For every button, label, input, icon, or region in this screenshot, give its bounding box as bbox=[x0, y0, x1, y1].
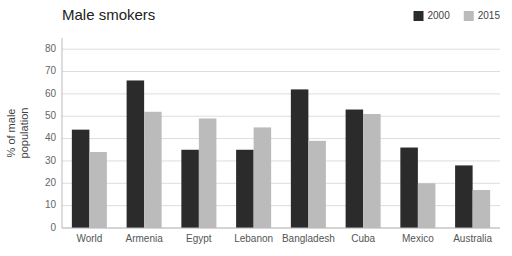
x-tick-label: Mexico bbox=[402, 233, 434, 244]
bar bbox=[455, 165, 473, 228]
bar bbox=[346, 110, 364, 228]
legend-item: 2000 bbox=[414, 10, 451, 21]
y-tick-label: 60 bbox=[45, 88, 57, 99]
grid-line bbox=[62, 71, 500, 72]
y-tick-label: 80 bbox=[45, 43, 57, 54]
legend-label: 2000 bbox=[428, 10, 451, 21]
x-tick-label: Australia bbox=[453, 233, 492, 244]
legend-item: 2015 bbox=[464, 10, 501, 21]
bar bbox=[254, 127, 272, 228]
bar bbox=[144, 112, 162, 228]
bars bbox=[72, 80, 490, 228]
y-tick-label: 0 bbox=[50, 222, 56, 233]
bar bbox=[236, 150, 254, 228]
legend-swatch bbox=[464, 11, 474, 21]
y-tick-label: 10 bbox=[45, 199, 57, 210]
y-axis-label: % of malepopulation bbox=[5, 108, 30, 159]
bar bbox=[473, 190, 491, 228]
y-tick-label: 20 bbox=[45, 177, 57, 188]
y-tick-label: 70 bbox=[45, 65, 57, 76]
legend-label: 2015 bbox=[478, 10, 501, 21]
y-axis-line bbox=[62, 38, 63, 228]
x-tick-label: Cuba bbox=[351, 233, 375, 244]
bar bbox=[400, 148, 418, 228]
x-tick-label: Bangladesh bbox=[282, 233, 335, 244]
legend-swatch bbox=[414, 11, 424, 21]
grid-line bbox=[62, 49, 500, 50]
grid-line bbox=[62, 228, 500, 229]
bar bbox=[308, 141, 326, 228]
bar bbox=[72, 130, 90, 228]
y-tick-label: 30 bbox=[45, 155, 57, 166]
y-tick-label: 50 bbox=[45, 110, 57, 121]
bar bbox=[89, 152, 107, 228]
bar bbox=[127, 80, 145, 228]
x-tick-label: Egypt bbox=[186, 233, 212, 244]
grid bbox=[62, 49, 500, 228]
chart-container: 0 10 20 30 40 50 60 70 80 World Armenia Egypt Lebano… bbox=[0, 0, 512, 256]
x-tick-label: Armenia bbox=[126, 233, 164, 244]
chart: 0 10 20 30 40 50 60 70 80 World Armenia Egypt Lebano… bbox=[0, 0, 512, 256]
legend: 2000 2015 bbox=[414, 10, 501, 21]
x-tick-label: Lebanon bbox=[234, 233, 273, 244]
bar bbox=[363, 114, 381, 228]
title: Male smokers bbox=[62, 6, 155, 23]
x-axis-line bbox=[62, 228, 500, 229]
bar bbox=[181, 150, 199, 228]
bar bbox=[199, 118, 217, 228]
bar bbox=[418, 183, 436, 228]
bar bbox=[291, 89, 309, 228]
x-tick-label: World bbox=[76, 233, 102, 244]
y-tick-label: 40 bbox=[45, 132, 57, 143]
